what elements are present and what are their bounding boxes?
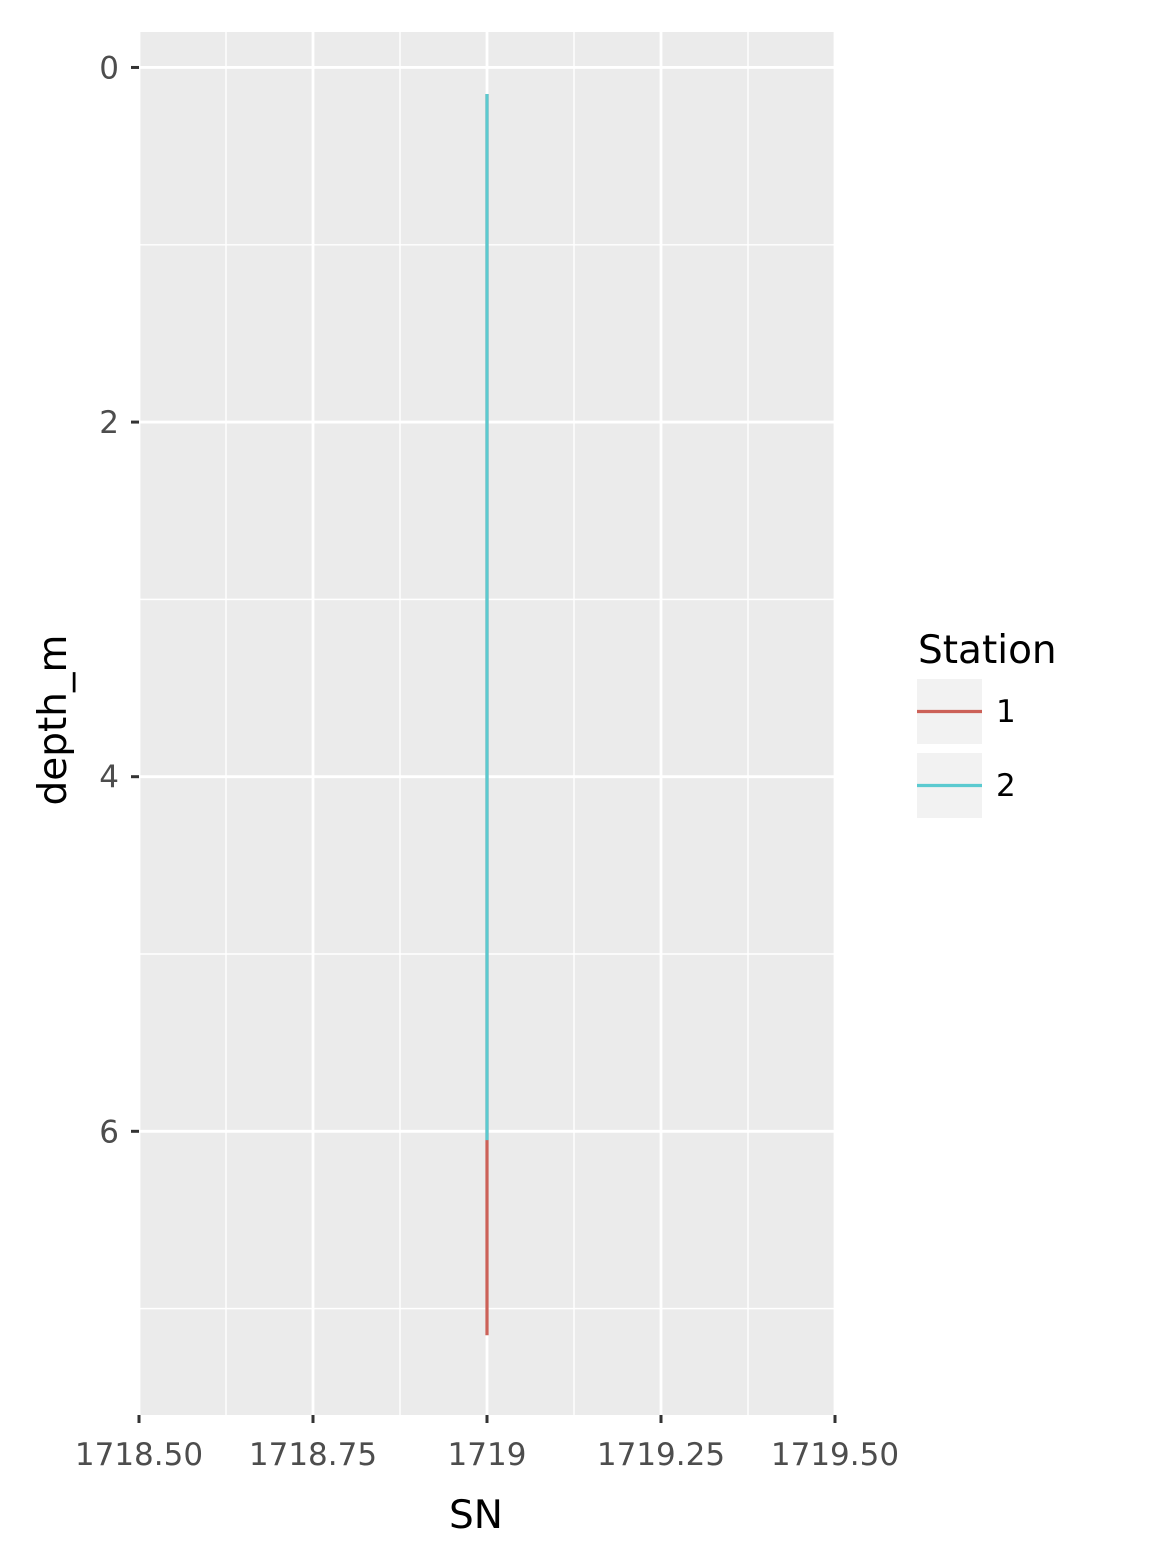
x-tick-label: 1719.25 <box>597 1437 725 1473</box>
legend-label: 2 <box>996 768 1016 804</box>
y-axis-title: depth_m <box>31 634 76 805</box>
x-axis: 1718.50 1718.75 1719 1719.25 1719.50 <box>75 1415 899 1473</box>
x-tick-label: 1719 <box>448 1437 527 1473</box>
x-tick-label: 1718.75 <box>249 1437 377 1473</box>
y-tick-label: 6 <box>99 1114 119 1150</box>
y-axis: 0 2 4 6 <box>99 50 139 1150</box>
x-axis-title: SN <box>449 1493 503 1538</box>
x-tick-label: 1718.50 <box>75 1437 203 1473</box>
legend: Station 12 <box>917 628 1057 818</box>
legend-title: Station <box>918 628 1057 673</box>
legend-label: 1 <box>996 694 1016 730</box>
legend-entries: 12 <box>917 679 1016 818</box>
x-tick-label: 1719.50 <box>771 1437 899 1473</box>
y-tick-label: 4 <box>99 760 119 796</box>
grid-minor <box>139 32 835 1415</box>
y-tick-label: 2 <box>99 405 119 441</box>
y-tick-label: 0 <box>99 50 119 86</box>
